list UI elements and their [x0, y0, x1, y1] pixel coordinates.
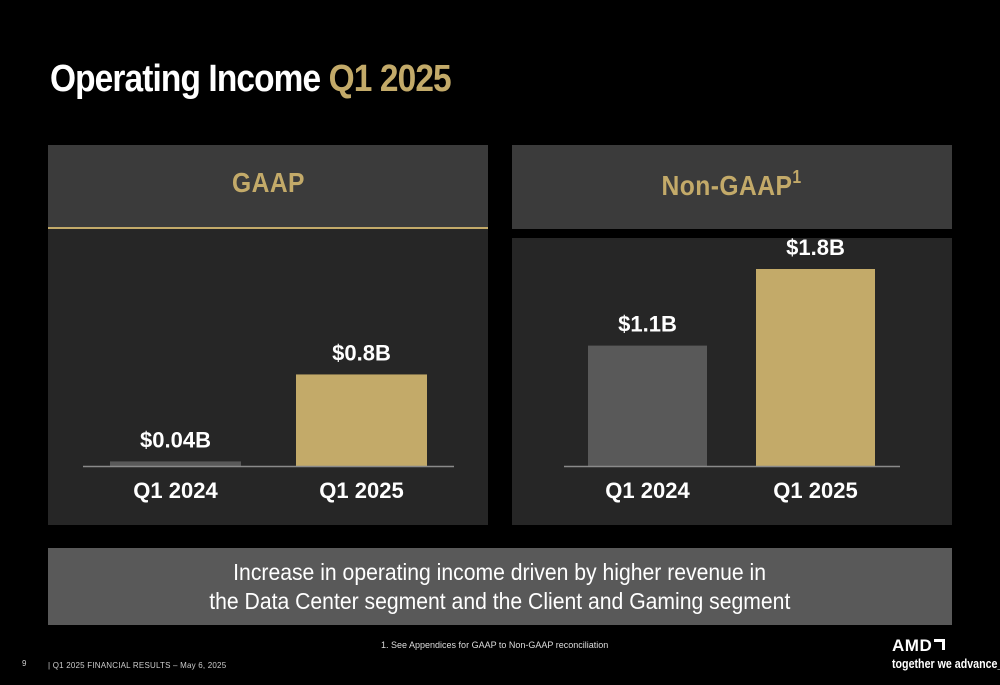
gaap-title: GAAP	[231, 167, 305, 198]
gaap-header: GAAP	[48, 145, 488, 229]
brand-tagline: together we advance_	[892, 656, 1000, 671]
gaap-chart-svg: $0.04B Q1 2024 $0.8B Q1 2025	[83, 340, 454, 503]
bar-q1-2024	[110, 461, 241, 466]
non-gaap-title-wrap: Non-GAAP1	[662, 167, 802, 202]
footnote: 1. See Appendices for GAAP to Non-GAAP r…	[381, 640, 609, 650]
non-gaap-title: Non-GAAP	[661, 169, 793, 201]
page-title: Operating Income Q1 2025	[50, 58, 452, 101]
summary-box: Increase in operating income driven by h…	[48, 548, 952, 625]
bar-q1-2024	[588, 345, 707, 466]
non-gaap-chart-svg: $1.1B Q1 2024 $1.8B Q1 2025	[564, 238, 900, 503]
tick-label: Q1 2024	[605, 478, 690, 503]
amd-logo-text: AMD	[892, 636, 933, 655]
data-label: $0.04B	[140, 427, 211, 452]
amd-arrow-icon	[934, 639, 946, 650]
title-accent: Q1 2025	[328, 58, 452, 100]
non-gaap-chart: $1.1B Q1 2024 $1.8B Q1 2025	[512, 238, 952, 525]
summary-line-1: Increase in operating income driven by h…	[233, 558, 767, 585]
tick-label: Q1 2024	[133, 478, 218, 503]
gaap-chart: $0.04B Q1 2024 $0.8B Q1 2025	[48, 229, 488, 525]
tick-label: Q1 2025	[319, 478, 403, 503]
amd-logo: AMD	[892, 636, 946, 656]
data-label: $1.8B	[786, 238, 845, 260]
tick-label: Q1 2025	[773, 478, 857, 503]
data-label: $1.1B	[618, 312, 677, 337]
footer-text: | Q1 2025 FINANCIAL RESULTS – May 6, 202…	[48, 661, 227, 670]
bar-q1-2025	[296, 374, 427, 466]
non-gaap-footnote-marker: 1	[792, 166, 803, 187]
summary-line-2: the Data Center segment and the Client a…	[209, 587, 791, 614]
non-gaap-header: Non-GAAP1	[512, 145, 952, 229]
page-number: 9	[22, 659, 27, 668]
data-label: $0.8B	[332, 340, 391, 365]
bar-q1-2025	[756, 269, 875, 466]
title-main: Operating Income	[50, 58, 321, 100]
